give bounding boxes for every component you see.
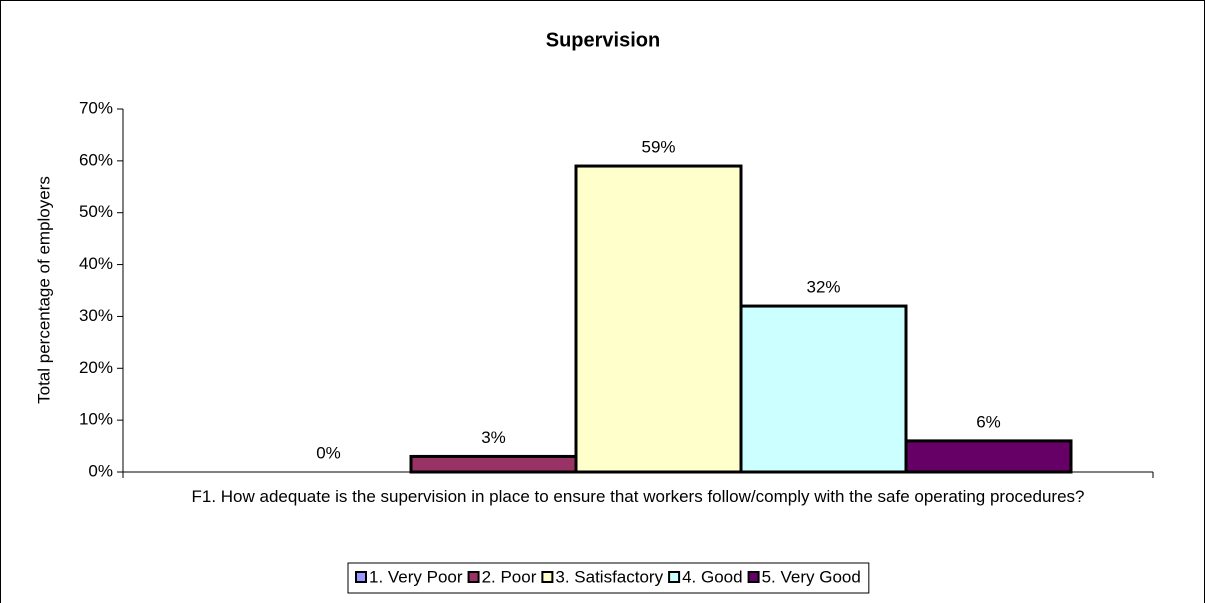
bar [574, 164, 743, 474]
bar [739, 304, 908, 474]
data-label: 0% [316, 443, 341, 462]
data-label: 32% [806, 278, 840, 297]
data-label: 59% [641, 138, 675, 157]
legend-swatch [541, 571, 554, 583]
legend: 1. Very Poor 2. Poor 3. Satisfactory 4. Goo… [347, 562, 870, 594]
legend-swatch [668, 571, 681, 583]
y-tick-label: 20% [79, 358, 113, 377]
y-tick-label: 10% [79, 410, 113, 429]
y-tick-label: 60% [79, 150, 113, 169]
y-axis-title: Total percentage of employers [34, 176, 53, 404]
y-tick-label: 40% [79, 254, 113, 273]
bar [904, 439, 1073, 474]
y-tick-label: 30% [79, 306, 113, 325]
y-tick-label: 0% [88, 461, 113, 480]
data-label: 6% [976, 412, 1001, 431]
y-tick-label: 50% [79, 202, 113, 221]
legend-swatch [747, 571, 760, 583]
x-tick-label: F1. How adequate is the supervision in p… [191, 487, 1085, 506]
legend-swatch [467, 571, 480, 583]
legend-label: 4. Good [682, 567, 743, 586]
legend-label: 1. Very Poor [369, 567, 463, 586]
bar [409, 454, 578, 474]
legend-swatch [355, 571, 367, 583]
y-tick-label: 70% [79, 98, 113, 117]
legend-box [347, 562, 870, 594]
legend-label: 2. Poor [482, 567, 537, 586]
legend-label: 3. Satisfactory [555, 567, 663, 586]
data-label: 3% [481, 428, 506, 447]
legend-label: 5. Very Good [762, 567, 861, 586]
x-tick-label-box: F1. How adequate is the supervision in p… [191, 487, 1085, 506]
chart-title: Supervision [546, 29, 660, 51]
